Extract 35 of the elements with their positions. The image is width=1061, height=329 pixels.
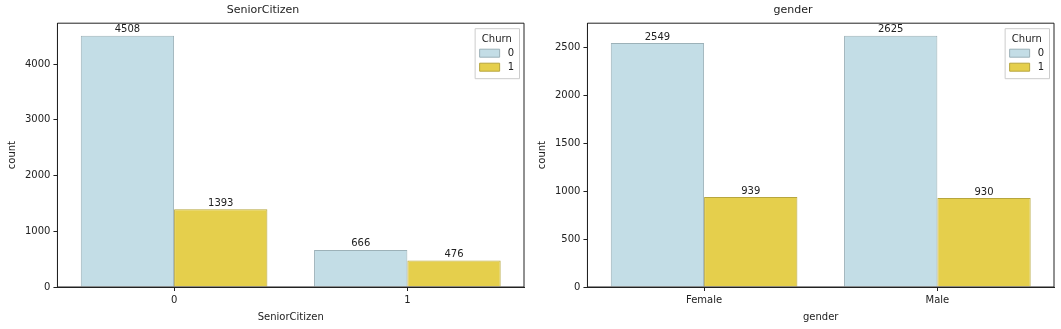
y-tick-label: 4000 — [25, 57, 51, 69]
y-tick-label: 0 — [44, 280, 51, 292]
y-tick-label: 2000 — [25, 169, 51, 181]
x-tick-label: 0 — [170, 293, 178, 305]
y-tick-label: 3000 — [25, 113, 51, 125]
x-tick-label: Male — [925, 293, 950, 305]
y-tick-label: 2000 — [555, 89, 581, 101]
chart-title: SeniorCitizen — [226, 3, 300, 17]
y-tick-label: 2500 — [555, 41, 581, 53]
x-axis-title: SeniorCitizen — [257, 310, 324, 322]
legend-label: 0 — [1037, 46, 1044, 58]
data-label: 930 — [974, 185, 994, 197]
y-tick-label: 1000 — [25, 224, 51, 236]
y-tick-label: 0 — [574, 280, 581, 292]
data-label: 939 — [741, 184, 761, 196]
x-axis-title: gender — [803, 310, 840, 322]
data-label: 476 — [444, 248, 464, 260]
legend-title: Churn — [1011, 32, 1042, 44]
data-label: 4508 — [114, 23, 141, 35]
data-label: 666 — [351, 237, 371, 249]
data-label: 2549 — [644, 30, 671, 42]
y-axis-title: count — [535, 140, 547, 170]
x-tick-label: Female — [686, 293, 723, 305]
data-label: 1393 — [208, 196, 234, 208]
y-tick-label: 1500 — [555, 137, 581, 149]
legend-label: 1 — [1037, 60, 1044, 72]
legend-title: Churn — [481, 32, 512, 44]
x-tick-label: 1 — [404, 293, 411, 305]
data-label: 2625 — [877, 23, 904, 35]
y-tick-label: 500 — [561, 232, 581, 244]
legend-label: 0 — [507, 46, 514, 58]
chart-title: gender — [773, 3, 813, 17]
y-tick-label: 1000 — [555, 184, 581, 196]
legend-label: 1 — [507, 60, 514, 72]
y-axis-title: count — [5, 140, 17, 170]
